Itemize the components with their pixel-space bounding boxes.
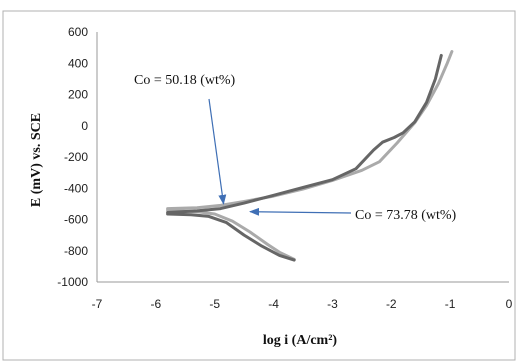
y-tick-label: 400 <box>68 56 88 70</box>
series-layer <box>166 50 454 262</box>
series-2-anodic-line <box>166 53 443 214</box>
y-tick-label: 600 <box>68 25 88 39</box>
annotation-arrow <box>249 207 352 216</box>
x-tick-label: 0 <box>506 297 513 311</box>
y-tick-label: -200 <box>64 150 88 164</box>
annotation-arrow <box>208 98 227 205</box>
y-tick-label: -400 <box>64 181 88 195</box>
x-tick-label: -6 <box>151 297 162 311</box>
x-tick-label: -2 <box>386 297 397 311</box>
annotation-layer: Co = 50.18 (wt%) Co = 73.78 (wt%) <box>134 73 457 223</box>
y-tick-labels: -1000 -800 -600 -400 -200 0 200 400 600 <box>57 25 88 289</box>
x-tick-label: -5 <box>209 297 220 311</box>
x-tick-label: -7 <box>92 297 103 311</box>
y-tick-label: -600 <box>64 213 88 227</box>
series-1-anodic-line <box>166 50 454 211</box>
y-tick-label: -1000 <box>57 275 88 289</box>
y-axis-label: E (mV) vs. SCE <box>29 113 44 207</box>
x-axis-label: log i (A/cm²) <box>263 333 338 348</box>
y-tick-label: -800 <box>64 244 88 258</box>
x-tick-labels: -7 -6 -5 -4 -3 -2 -1 0 <box>92 297 513 311</box>
x-tick-label: -1 <box>445 297 456 311</box>
y-tick-label: 0 <box>81 119 88 133</box>
annotation-label: Co = 50.18 (wt%) <box>134 73 236 88</box>
annotation-label: Co = 73.78 (wt%) <box>355 208 457 223</box>
chart-border <box>2 10 516 361</box>
y-tick-label: 200 <box>68 88 88 102</box>
series-2-cathodic-line <box>166 212 296 262</box>
x-tick-label: -3 <box>327 297 338 311</box>
x-tick-label: -4 <box>268 297 279 311</box>
